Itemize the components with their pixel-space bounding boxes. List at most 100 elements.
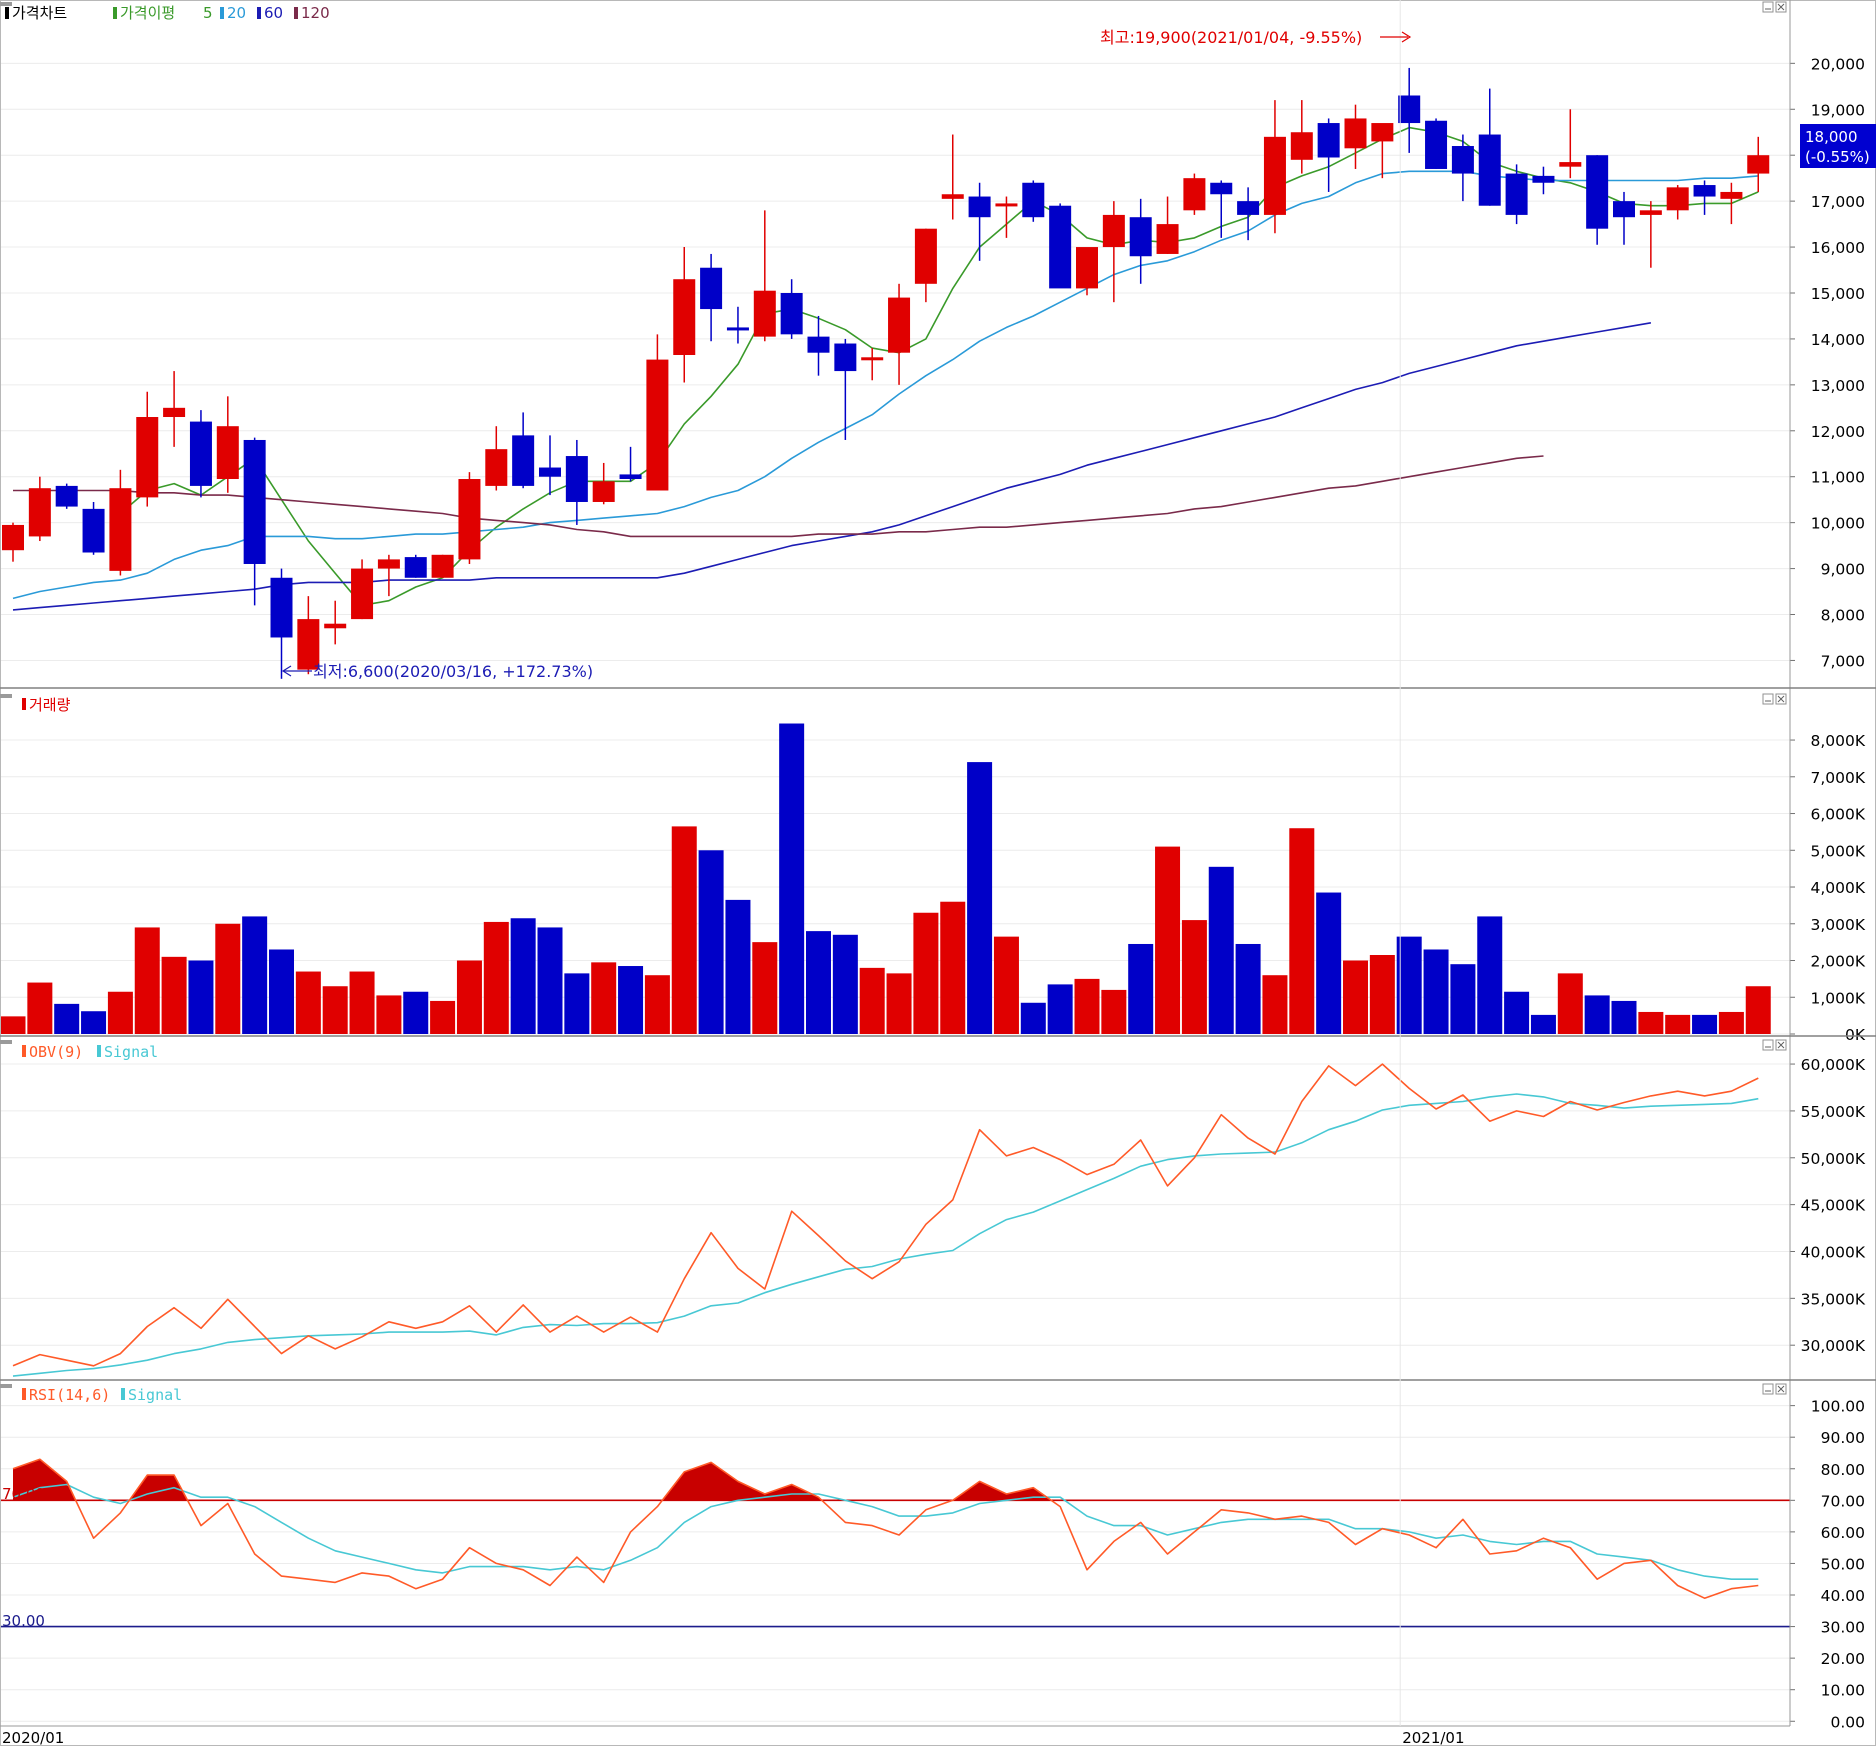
- candle-body[interactable]: [1666, 187, 1689, 211]
- candle-body[interactable]: [914, 228, 937, 284]
- candle-body[interactable]: [1747, 155, 1770, 174]
- candle-body[interactable]: [1371, 123, 1394, 142]
- candle-body[interactable]: [1237, 201, 1260, 215]
- candle-body[interactable]: [1102, 214, 1125, 248]
- candle-body[interactable]: [1210, 182, 1233, 195]
- candle-body[interactable]: [1532, 175, 1555, 183]
- volume-bar[interactable]: [27, 982, 53, 1034]
- volume-bar[interactable]: [54, 1003, 80, 1034]
- candle-body[interactable]: [1317, 123, 1340, 158]
- volume-bar[interactable]: [1101, 989, 1127, 1034]
- candle-body[interactable]: [753, 290, 776, 337]
- volume-bar[interactable]: [671, 826, 697, 1034]
- volume-bar[interactable]: [1530, 1014, 1556, 1034]
- volume-bar[interactable]: [1450, 964, 1476, 1034]
- volume-bar[interactable]: [1128, 943, 1154, 1034]
- candle-body[interactable]: [1639, 210, 1662, 215]
- candle-body[interactable]: [592, 481, 615, 502]
- candle-body[interactable]: [377, 559, 400, 569]
- candle-body[interactable]: [351, 568, 374, 620]
- candle-body[interactable]: [270, 577, 293, 638]
- candle-body[interactable]: [834, 343, 857, 372]
- volume-panel[interactable]: 0K 1,000K 2,000K 3,000K 4,000K 5,000K 6,000K 7,…: [0, 723, 1866, 1044]
- candle-body[interactable]: [404, 557, 427, 578]
- minimize-button[interactable]: [1762, 1, 1774, 13]
- minimize-button[interactable]: [1762, 693, 1774, 705]
- candle-body[interactable]: [1398, 95, 1421, 124]
- volume-bar[interactable]: [1289, 828, 1315, 1034]
- volume-bar[interactable]: [403, 991, 429, 1034]
- volume-bar[interactable]: [913, 912, 939, 1034]
- candle-body[interactable]: [539, 467, 561, 477]
- volume-bar[interactable]: [242, 916, 268, 1034]
- volume-bar[interactable]: [1718, 1011, 1744, 1034]
- candle-body[interactable]: [646, 359, 669, 491]
- volume-bar[interactable]: [1396, 936, 1422, 1034]
- candle-body[interactable]: [1263, 136, 1286, 215]
- volume-bar[interactable]: [161, 956, 187, 1034]
- candle-body[interactable]: [1022, 182, 1045, 218]
- volume-bar[interactable]: [1745, 986, 1771, 1034]
- volume-bar[interactable]: [967, 762, 993, 1034]
- candle-body[interactable]: [1451, 146, 1474, 174]
- volume-bar[interactable]: [430, 1000, 456, 1034]
- candle-body[interactable]: [163, 407, 186, 418]
- panel-controls[interactable]: [0, 1, 1787, 1395]
- candle-body[interactable]: [565, 456, 588, 502]
- candle-body[interactable]: [1290, 132, 1313, 160]
- volume-bar[interactable]: [1477, 916, 1503, 1034]
- volume-bar[interactable]: [1423, 949, 1449, 1034]
- candle-body[interactable]: [1720, 191, 1743, 199]
- volume-bar[interactable]: [993, 936, 1019, 1034]
- candle-body[interactable]: [888, 297, 911, 353]
- candle-body[interactable]: [297, 619, 320, 670]
- volume-bar[interactable]: [1665, 1014, 1691, 1034]
- volume-bar[interactable]: [295, 971, 321, 1034]
- panel-grip-icon[interactable]: [0, 1040, 12, 1044]
- candle-body[interactable]: [216, 426, 239, 480]
- candle-body[interactable]: [619, 474, 642, 480]
- volume-bar[interactable]: [591, 962, 617, 1034]
- candle-body[interactable]: [780, 292, 803, 335]
- candle-body[interactable]: [324, 623, 347, 629]
- volume-bar[interactable]: [1208, 866, 1234, 1034]
- volume-bar[interactable]: [269, 949, 294, 1034]
- volume-bar[interactable]: [886, 973, 912, 1034]
- candle-body[interactable]: [1478, 134, 1501, 206]
- volume-bar[interactable]: [1611, 1000, 1637, 1034]
- candle-body[interactable]: [2, 524, 24, 551]
- candle-body[interactable]: [1183, 178, 1206, 211]
- volume-bar[interactable]: [1181, 920, 1207, 1034]
- volume-bar[interactable]: [1047, 984, 1073, 1034]
- candle-body[interactable]: [136, 417, 159, 498]
- candle-body[interactable]: [1559, 162, 1582, 167]
- volume-bar[interactable]: [644, 975, 670, 1034]
- candle-body[interactable]: [485, 449, 508, 486]
- candle-body[interactable]: [700, 267, 723, 310]
- candle-body[interactable]: [1425, 120, 1448, 169]
- volume-bar[interactable]: [1155, 846, 1181, 1034]
- volume-bar[interactable]: [349, 971, 375, 1034]
- volume-bar[interactable]: [1638, 1011, 1664, 1034]
- obv-panel[interactable]: 30,000K 35,000K 40,000K 45,000K 50,000K 55,00…: [0, 1056, 1866, 1377]
- candle-body[interactable]: [1344, 118, 1367, 149]
- candle-body[interactable]: [995, 203, 1018, 207]
- candle-body[interactable]: [673, 279, 696, 355]
- volume-bar[interactable]: [483, 921, 509, 1034]
- volume-bar[interactable]: [698, 850, 724, 1034]
- volume-bar[interactable]: [1557, 973, 1583, 1034]
- candle-body[interactable]: [807, 336, 830, 353]
- volume-bar[interactable]: [1343, 960, 1368, 1034]
- candle-body[interactable]: [1156, 224, 1179, 254]
- volume-bar[interactable]: [510, 918, 536, 1034]
- volume-bar[interactable]: [1074, 978, 1100, 1034]
- minimize-button[interactable]: [1762, 1039, 1774, 1051]
- candle-body[interactable]: [243, 439, 266, 564]
- candle-body[interactable]: [512, 435, 535, 486]
- panel-grip-icon[interactable]: [0, 694, 12, 698]
- candle-body[interactable]: [968, 196, 991, 218]
- volume-bar[interactable]: [322, 986, 348, 1034]
- volume-bar[interactable]: [1584, 995, 1610, 1034]
- volume-bar[interactable]: [107, 991, 133, 1034]
